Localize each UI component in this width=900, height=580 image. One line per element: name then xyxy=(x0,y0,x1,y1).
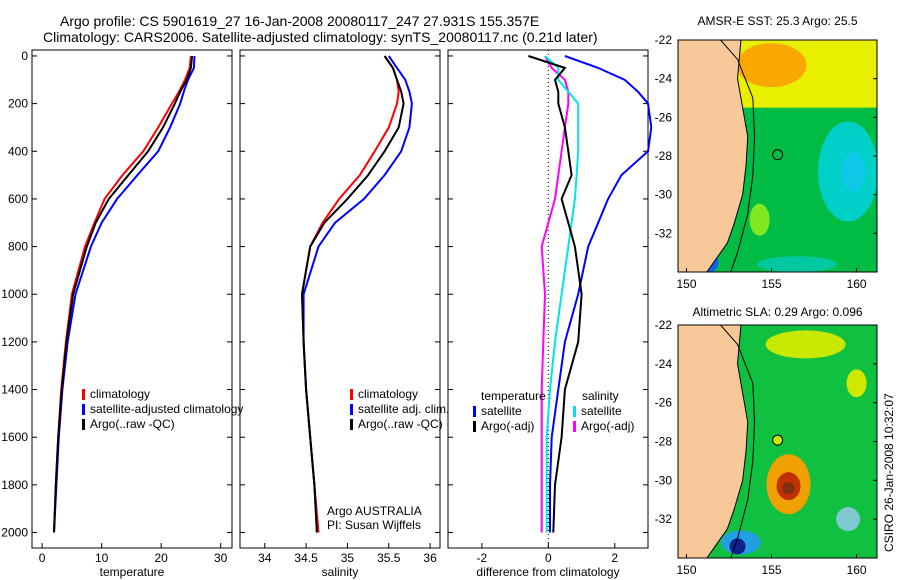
y-tick-label: -26 xyxy=(655,396,673,410)
x-tick-label: 155 xyxy=(762,277,782,291)
y-tick-label: 0 xyxy=(21,49,28,63)
y-tick-label: 200 xyxy=(8,97,28,111)
x-tick-label: 0 xyxy=(545,551,552,565)
series-line-salinity-satellite xyxy=(544,55,580,533)
y-tick-label: 400 xyxy=(8,144,28,158)
legend-swatch xyxy=(473,421,476,432)
y-tick-label: -26 xyxy=(655,110,673,124)
legend-label: satellite-adjusted climatology xyxy=(90,402,243,416)
legend-swatch xyxy=(350,404,353,415)
legend-swatch xyxy=(573,421,576,432)
series-line-argo-raw-qc- xyxy=(53,55,194,533)
x-tick-label: 35 xyxy=(341,551,355,565)
legend-swatch xyxy=(473,406,476,417)
series-line-satellite-adjusted-climatology xyxy=(53,55,196,533)
x-tick-label: 10 xyxy=(95,551,109,565)
series-line-temperature-argo-adj- xyxy=(528,55,583,533)
y-tick-label: -24 xyxy=(655,357,673,371)
y-tick-label: -22 xyxy=(655,33,673,47)
x-axis-label: salinity xyxy=(322,565,359,579)
argo-position-marker xyxy=(772,434,784,446)
y-tick-label: 1800 xyxy=(1,478,28,492)
x-tick-label: 20 xyxy=(154,551,168,565)
series-line-salinity-argo-adj- xyxy=(540,55,570,533)
series-line-argo-raw-qc- xyxy=(300,55,405,533)
series-line-satellite-adj-clim- xyxy=(302,55,413,533)
x-tick-label: 160 xyxy=(847,277,867,291)
legend-label: climatology xyxy=(358,387,418,401)
isobath-line xyxy=(720,325,756,558)
y-tick-label: 1000 xyxy=(1,287,28,301)
x-tick-label: 35.5 xyxy=(377,551,401,565)
y-tick-label: 1400 xyxy=(1,383,28,397)
axes-frame xyxy=(31,49,233,549)
legend-label: climatology xyxy=(90,387,150,401)
x-tick-label: 34.5 xyxy=(294,551,318,565)
legend-label: Argo(..raw -QC) xyxy=(358,417,443,431)
footer-timestamp: CSIRO 26-Jan-2008 10:32:07 xyxy=(882,393,896,552)
legend-swatch xyxy=(82,389,85,400)
y-tick-label: 800 xyxy=(8,240,28,254)
x-tick-label: 150 xyxy=(676,563,696,577)
y-tick-label: -32 xyxy=(655,512,673,526)
legend-swatch xyxy=(350,389,353,400)
x-tick-label: 2 xyxy=(611,551,618,565)
map-title: AMSR-E SST: 25.3 Argo: 25.5 xyxy=(697,14,857,28)
series-line-climatology xyxy=(300,55,400,533)
sla-map: Altimetric SLA: 0.29 Argo: 0.096 150 155 16… xyxy=(655,305,878,577)
x-axis-label: temperature xyxy=(100,565,165,579)
argo-position-marker xyxy=(772,149,784,161)
legend-label: satellite xyxy=(481,404,522,418)
x-tick-label: 160 xyxy=(847,563,867,577)
legend-label: Argo(-adj) xyxy=(581,419,634,433)
isobath-line xyxy=(720,40,756,272)
annotation-text: PI: Susan Wijffels xyxy=(327,518,421,532)
legend-label: Argo(..raw -QC) xyxy=(90,417,175,431)
x-tick-label: 0 xyxy=(39,551,46,565)
map-field xyxy=(678,40,877,272)
x-axis-label: difference from climatology xyxy=(476,565,619,579)
y-tick-label: -30 xyxy=(655,188,673,202)
series-line-temperature-satellite xyxy=(549,55,653,533)
y-tick-label: -30 xyxy=(655,473,673,487)
profile-panel-2: 34 34.5 35 35.5 36 salinity climatologysatelli… xyxy=(239,49,449,579)
legend-header-salinity: salinity xyxy=(582,389,619,403)
legend-swatch xyxy=(573,406,576,417)
figure-title-line1: Argo profile: CS 5901619_27 16-Jan-2008 … xyxy=(60,13,540,29)
figure-title-line2: Climatology: CARS2006. Satellite-adjuste… xyxy=(43,29,598,45)
y-tick-label: 1600 xyxy=(1,430,28,444)
y-tick-label: -32 xyxy=(655,226,673,240)
map-field xyxy=(678,325,877,558)
y-tick-label: 2000 xyxy=(1,526,28,540)
legend-header-temperature: temperature xyxy=(481,389,546,403)
axes-frame xyxy=(239,49,441,549)
y-tick-label: 600 xyxy=(8,192,28,206)
legend-swatch xyxy=(82,404,85,415)
profile-panel-1: 0 10 20 30 0 200 400 600 800 1000 1200 1400 1600 1800… xyxy=(1,49,243,579)
y-tick-label: 1200 xyxy=(1,335,28,349)
legend-label: satellite xyxy=(581,404,622,418)
legend-label: Argo(-adj) xyxy=(481,419,534,433)
y-tick-label: -28 xyxy=(655,149,673,163)
y-tick-label: -28 xyxy=(655,435,673,449)
land-mass xyxy=(678,40,749,272)
land-mass xyxy=(678,325,749,558)
annotation-text: Argo AUSTRALIA xyxy=(327,504,422,518)
x-tick-label: 30 xyxy=(214,551,228,565)
y-tick-label: -24 xyxy=(655,72,673,86)
y-tick-label: -22 xyxy=(655,318,673,332)
x-tick-label: 36 xyxy=(423,551,437,565)
x-tick-label: -2 xyxy=(477,551,488,565)
x-tick-label: 34 xyxy=(258,551,272,565)
legend-label: satellite adj. clim. xyxy=(358,402,449,416)
legend-swatch xyxy=(82,419,85,430)
sst-map: AMSR-E SST: 25.3 Argo: 25.5 150 155 160 -22 -… xyxy=(655,14,878,291)
legend-swatch xyxy=(350,419,353,430)
map-title: Altimetric SLA: 0.29 Argo: 0.096 xyxy=(692,305,862,319)
x-tick-label: 155 xyxy=(762,563,782,577)
x-tick-label: 150 xyxy=(676,277,696,291)
